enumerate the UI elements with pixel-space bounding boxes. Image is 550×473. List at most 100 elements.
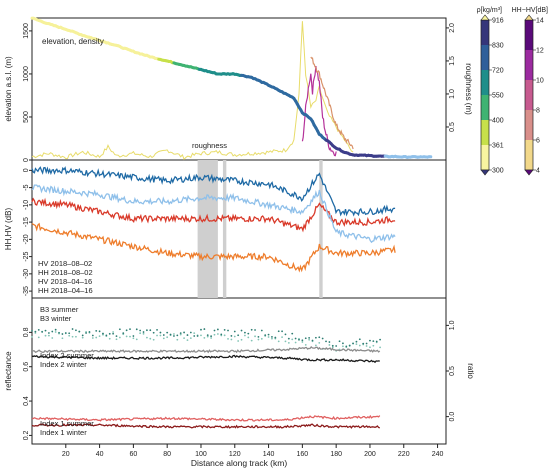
point-B3-summer bbox=[223, 334, 226, 337]
point-B3-winter bbox=[294, 337, 297, 340]
point-B3-winter bbox=[173, 335, 175, 337]
point-B3-winter bbox=[379, 338, 381, 341]
point-B3-summer bbox=[139, 332, 142, 335]
point-B3-winter bbox=[37, 328, 40, 331]
mid-y-tick-label: -35 bbox=[23, 286, 30, 296]
point-B3-winter bbox=[142, 331, 145, 333]
x-tick-label: 60 bbox=[129, 451, 137, 458]
top-y2label: roughness (m) bbox=[464, 63, 473, 115]
hhhv-colorbar-tick-label: 8 bbox=[536, 108, 540, 115]
point-B3-winter bbox=[189, 331, 192, 334]
point-B3-winter bbox=[244, 331, 246, 334]
x-tick-label: 120 bbox=[229, 451, 241, 458]
point-B3-winter bbox=[98, 330, 101, 333]
point-B3-summer bbox=[304, 343, 307, 346]
gray-band-1 bbox=[222, 160, 227, 298]
x-axis-label: Distance along track (km) bbox=[191, 458, 288, 468]
mid-y-tick-label: -10 bbox=[23, 200, 30, 210]
point-B3-summer bbox=[230, 338, 233, 341]
gray-band-2 bbox=[319, 160, 323, 298]
point-B3-winter bbox=[58, 331, 60, 334]
point-B3-winter bbox=[328, 341, 331, 343]
point-B3-winter bbox=[156, 328, 158, 331]
point-B3-winter bbox=[227, 329, 229, 332]
density-colorbar-swatch bbox=[481, 45, 489, 71]
point-B3-winter bbox=[342, 342, 344, 345]
series-HV-2018–08–02 bbox=[31, 222, 396, 273]
point-B3-winter bbox=[338, 340, 341, 343]
point-B3-summer bbox=[51, 337, 54, 339]
x-tick-label: 180 bbox=[330, 451, 342, 458]
density-colorbar-cap-top bbox=[480, 14, 490, 21]
point-B3-summer bbox=[294, 341, 297, 344]
hhhv-colorbar-tick-label: 10 bbox=[536, 78, 544, 85]
x-tick-label: 240 bbox=[432, 451, 444, 458]
point-B3-summer bbox=[81, 336, 84, 339]
point-B3-winter bbox=[311, 339, 314, 342]
mid-y-tick-label: -25 bbox=[23, 251, 30, 261]
point-B3-summer bbox=[355, 343, 358, 346]
density-colorbar-tick-label: 720 bbox=[492, 68, 504, 75]
series-Index-2-summer bbox=[32, 345, 381, 354]
series-hh-hv bbox=[301, 66, 337, 157]
point-B3-winter bbox=[61, 333, 64, 335]
series-Index-1-summer bbox=[31, 414, 381, 422]
point-B3-winter bbox=[352, 342, 354, 345]
density-colorbar-swatch bbox=[481, 145, 489, 171]
hhhv-colorbar-swatch bbox=[525, 20, 533, 51]
point-B3-winter bbox=[264, 334, 267, 337]
point-B3-winter bbox=[372, 340, 375, 342]
series-HV-2018–04–16 bbox=[31, 184, 396, 244]
point-B3-summer bbox=[176, 338, 179, 341]
point-B3-summer bbox=[216, 333, 219, 335]
point-B3-winter bbox=[362, 342, 365, 345]
top-y2-tick-label: 2.0 bbox=[449, 23, 456, 33]
point-B3-summer bbox=[68, 334, 71, 337]
point-B3-winter bbox=[216, 328, 219, 331]
point-B3-winter bbox=[318, 336, 321, 339]
point-B3-summer bbox=[287, 341, 290, 344]
point-B3-summer bbox=[369, 346, 371, 349]
point-B3-summer bbox=[318, 341, 321, 344]
point-B3-winter bbox=[210, 335, 213, 338]
point-B3-winter bbox=[186, 334, 189, 336]
point-B3-summer bbox=[328, 344, 331, 346]
point-B3-summer bbox=[75, 335, 77, 338]
point-B3-winter bbox=[176, 334, 179, 337]
mid-ylabel: HH,HV (dB) bbox=[4, 208, 13, 251]
point-B3-winter bbox=[365, 342, 368, 345]
point-B3-summer bbox=[250, 339, 253, 342]
point-B3-summer bbox=[271, 337, 273, 340]
hhhv-colorbar-swatch bbox=[525, 140, 533, 171]
point-B3-winter bbox=[196, 335, 199, 337]
point-B3-winter bbox=[41, 331, 44, 333]
density-colorbar-tick-label: 916 bbox=[492, 18, 504, 25]
point-B3-winter bbox=[254, 329, 256, 331]
series-hh-hv-tail bbox=[310, 56, 354, 150]
series-Index-2-winter bbox=[31, 354, 380, 364]
point-B3-winter bbox=[200, 328, 202, 331]
series-HH-2018–08–02 bbox=[31, 197, 396, 233]
density-colorbar-swatch bbox=[481, 70, 489, 96]
point-B3-winter bbox=[71, 328, 74, 330]
top-y-tick-label: 500 bbox=[23, 111, 30, 123]
legend-hv-aug: HV 2018–08–02 bbox=[38, 259, 92, 268]
bottom-y-tick-label: 0.6 bbox=[23, 362, 30, 372]
point-B3-summer bbox=[44, 334, 47, 337]
point-B3-summer bbox=[301, 341, 304, 343]
density-colorbar-swatch bbox=[481, 20, 489, 46]
point-B3-winter bbox=[159, 331, 162, 334]
point-B3-summer bbox=[37, 336, 40, 339]
point-B3-summer bbox=[152, 338, 155, 341]
point-B3-summer bbox=[203, 336, 206, 339]
point-B3-summer bbox=[244, 334, 246, 337]
mid-y-tick-label: -20 bbox=[23, 234, 30, 244]
point-B3-summer bbox=[372, 344, 375, 347]
point-B3-winter bbox=[291, 332, 294, 335]
hhhv-colorbar-tick-label: 12 bbox=[536, 48, 544, 55]
legend-index2-winter: Index 2 winter bbox=[40, 360, 87, 369]
x-tick-label: 160 bbox=[297, 451, 309, 458]
axes-ticks: 20 40 60 80 100 120 140 160 180 200 220 240 0 500 1000… bbox=[23, 23, 456, 458]
point-B3-summer bbox=[189, 337, 192, 340]
bottom-y-tick-label: 0.2 bbox=[23, 430, 30, 440]
